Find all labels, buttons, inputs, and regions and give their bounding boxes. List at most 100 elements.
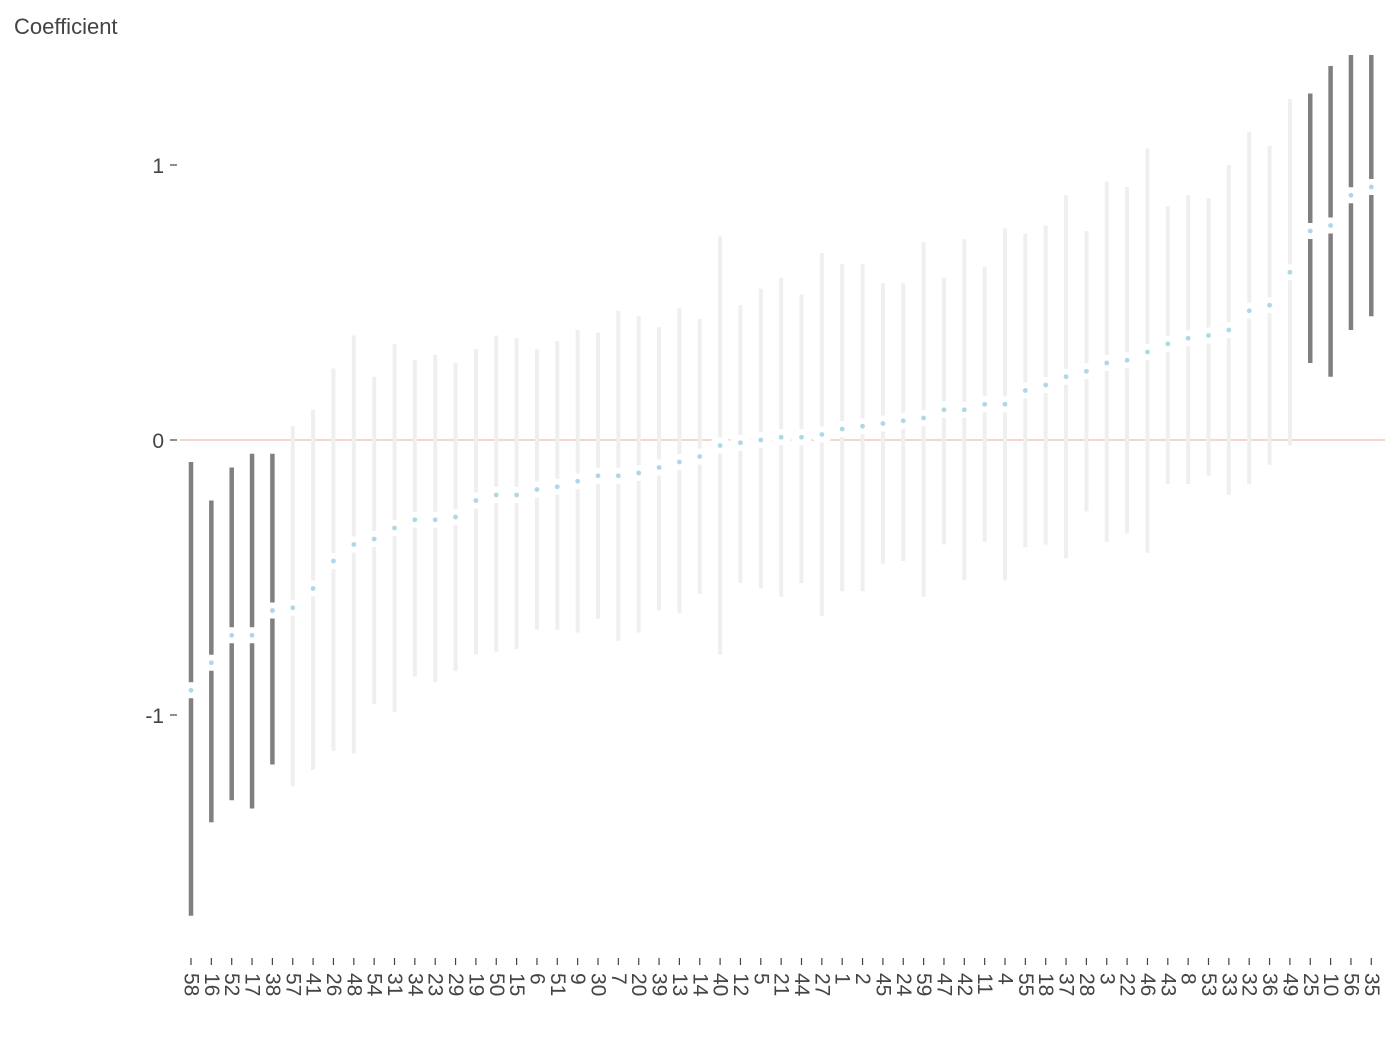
point-35: [1368, 184, 1374, 190]
x-tick-label-54: 54: [363, 973, 386, 997]
point-24: [900, 418, 906, 424]
x-tick-label-53: 53: [1197, 973, 1220, 996]
point-31: [392, 525, 397, 531]
y-tick-label-1: 1: [152, 155, 164, 178]
point-3: [1104, 360, 1110, 366]
x-tick-label-56: 56: [1339, 973, 1362, 996]
point-50: [493, 492, 499, 498]
point-54: [371, 536, 377, 542]
x-tick-label-10: 10: [1319, 973, 1342, 996]
point-41: [310, 586, 316, 591]
x-tick-label-14: 14: [688, 973, 711, 997]
point-51: [554, 484, 560, 490]
x-tick-label-21: 21: [770, 973, 793, 996]
x-tick-label-49: 49: [1278, 973, 1301, 996]
interval-bars-layer: [188, 55, 1374, 916]
point-11: [982, 401, 988, 407]
x-tick-label-27: 27: [810, 973, 833, 996]
point-53: [1206, 333, 1211, 338]
x-tick-label-24: 24: [892, 973, 915, 997]
point-55: [1022, 388, 1028, 393]
x-tick-label-38: 38: [261, 973, 284, 996]
point-9: [575, 478, 581, 484]
point-32: [1246, 308, 1252, 314]
x-tick-label-55: 55: [1014, 973, 1037, 996]
point-38: [270, 608, 275, 613]
point-18: [1043, 382, 1049, 388]
x-tick-label-8: 8: [1177, 973, 1200, 985]
point-6: [534, 487, 540, 492]
x-tick-label-34: 34: [403, 973, 426, 997]
point-13: [677, 459, 682, 465]
x-tick-label-52: 52: [220, 973, 243, 996]
x-tick-label-45: 45: [871, 973, 894, 996]
x-axis: 5816521738574126485431342329195015651930…: [180, 958, 1383, 997]
x-tick-label-3: 3: [1095, 973, 1118, 985]
x-tick-label-28: 28: [1075, 973, 1098, 996]
point-57: [290, 605, 296, 611]
x-tick-label-25: 25: [1299, 973, 1322, 996]
x-tick-label-15: 15: [505, 973, 528, 996]
point-4: [1002, 401, 1008, 407]
y-tick-label-0: 0: [152, 430, 164, 453]
x-tick-label-17: 17: [241, 973, 264, 996]
point-8: [1185, 335, 1191, 341]
point-45: [880, 421, 886, 426]
point-34: [412, 517, 418, 523]
point-28: [1084, 368, 1089, 374]
point-44: [799, 434, 804, 440]
point-21: [778, 434, 784, 440]
point-27: [819, 432, 825, 437]
y-tick-label--1: -1: [145, 705, 164, 728]
x-tick-label-18: 18: [1034, 973, 1057, 996]
x-tick-label-1: 1: [831, 973, 854, 985]
point-36: [1267, 302, 1272, 308]
point-48: [351, 542, 357, 547]
x-tick-label-35: 35: [1360, 973, 1383, 996]
x-tick-label-58: 58: [180, 973, 203, 996]
x-tick-label-40: 40: [709, 973, 732, 996]
x-tick-label-46: 46: [1136, 973, 1159, 996]
point-25: [1307, 228, 1313, 234]
point-49: [1287, 269, 1293, 275]
x-tick-label-13: 13: [668, 973, 691, 996]
x-tick-label-9: 9: [566, 973, 589, 985]
x-tick-label-31: 31: [383, 973, 406, 996]
point-17: [249, 632, 255, 638]
point-1: [839, 426, 845, 432]
x-tick-label-7: 7: [607, 973, 630, 985]
x-tick-label-44: 44: [790, 973, 813, 997]
point-12: [738, 440, 743, 446]
point-39: [656, 465, 662, 470]
y-axis-title: Coefficient: [14, 14, 118, 39]
x-tick-label-59: 59: [912, 973, 935, 996]
x-tick-label-5: 5: [749, 973, 772, 985]
point-10: [1328, 223, 1333, 228]
point-58: [188, 687, 194, 693]
x-tick-label-2: 2: [851, 973, 874, 985]
x-tick-label-16: 16: [200, 973, 223, 996]
x-tick-label-50: 50: [485, 973, 508, 996]
x-tick-label-32: 32: [1238, 973, 1261, 996]
x-tick-label-43: 43: [1156, 973, 1179, 996]
point-16: [208, 660, 214, 666]
x-tick-label-6: 6: [525, 973, 548, 985]
x-tick-label-42: 42: [953, 973, 976, 996]
point-46: [1145, 349, 1150, 355]
x-tick-label-41: 41: [302, 973, 325, 996]
x-tick-label-4: 4: [994, 973, 1017, 985]
x-tick-label-26: 26: [322, 973, 345, 996]
point-29: [453, 514, 458, 520]
y-axis: -1 0 1: [145, 155, 177, 728]
point-5: [758, 437, 764, 443]
point-43: [1165, 341, 1171, 347]
point-30: [595, 473, 601, 479]
x-tick-label-48: 48: [342, 973, 365, 996]
point-33: [1226, 327, 1232, 333]
points-layer: [188, 184, 1374, 693]
point-59: [921, 415, 926, 421]
x-tick-label-11: 11: [973, 973, 996, 995]
point-15: [514, 492, 519, 498]
x-tick-label-23: 23: [424, 973, 447, 996]
point-52: [229, 632, 235, 638]
